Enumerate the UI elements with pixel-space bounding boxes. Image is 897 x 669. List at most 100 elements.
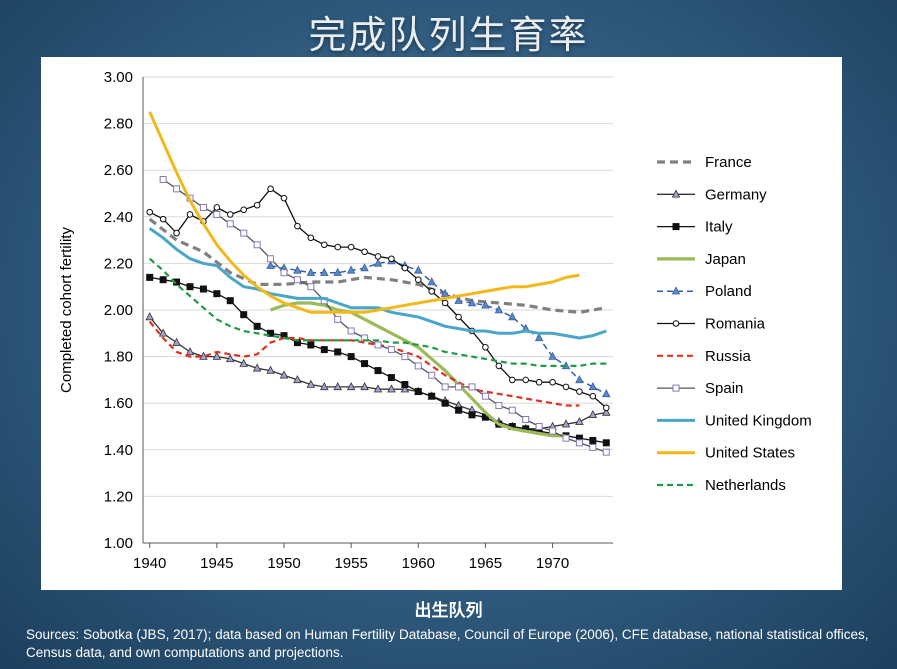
legend-item: Netherlands	[657, 477, 786, 494]
data-point	[522, 376, 530, 384]
data-point	[306, 267, 316, 276]
data-point	[602, 439, 610, 447]
series-romania	[146, 185, 610, 412]
data-point	[320, 241, 328, 249]
y-tick-label: 2.60	[104, 162, 133, 179]
data-point	[481, 300, 490, 309]
data-point	[320, 267, 329, 276]
data-point	[226, 354, 235, 363]
data-point	[240, 229, 248, 237]
data-point	[199, 203, 207, 211]
data-point	[441, 299, 449, 307]
series-line	[270, 301, 566, 438]
axes-layer: 1.00 1.20 1.40 1.60 1.80 2.00 2.20 2.40 2.60 2.80…	[58, 69, 613, 572]
data-point	[199, 285, 207, 293]
legend-label: Netherlands	[705, 477, 786, 494]
data-point	[588, 409, 598, 419]
data-point	[239, 358, 248, 367]
data-point	[549, 378, 556, 386]
data-point	[562, 383, 570, 391]
data-point	[361, 248, 368, 256]
data-point	[266, 365, 275, 374]
data-point	[374, 253, 382, 260]
data-point	[454, 295, 463, 304]
data-point	[173, 185, 181, 193]
data-point	[388, 255, 395, 263]
data-point	[347, 327, 355, 335]
data-point	[307, 341, 315, 349]
data-point	[414, 388, 422, 396]
data-point	[226, 220, 234, 228]
data-point	[240, 206, 248, 214]
data-point	[387, 374, 395, 382]
legend-item: Romania	[657, 316, 766, 333]
series-line	[148, 217, 607, 314]
data-point	[575, 375, 584, 384]
data-point	[508, 406, 516, 414]
data-point	[468, 411, 476, 419]
data-point	[146, 273, 154, 281]
y-axis-title: Completed cohort fertility	[58, 227, 75, 393]
y-tick-label: 1.80	[104, 349, 133, 366]
legend-label: Spain	[705, 380, 743, 397]
series-line	[148, 111, 580, 314]
chart-svg: 1.00 1.20 1.40 1.60 1.80 2.00 2.20 2.40 2.60 2.80…	[58, 69, 812, 572]
y-tick-label: 3.00	[104, 69, 133, 86]
data-point	[333, 382, 342, 391]
data-point	[535, 378, 543, 386]
data-point	[602, 448, 610, 456]
chart-panel: 1.00 1.20 1.40 1.60 1.80 2.00 2.20 2.40 2.60 2.80…	[41, 57, 842, 590]
data-point	[374, 341, 382, 349]
data-point	[374, 367, 382, 375]
data-point	[576, 388, 583, 395]
data-point	[401, 381, 409, 389]
data-point	[468, 383, 476, 391]
data-point	[186, 211, 194, 218]
data-point	[373, 258, 383, 267]
data-point	[495, 402, 503, 410]
data-point	[213, 204, 221, 211]
legend-label: Romania	[705, 316, 766, 333]
data-point	[280, 194, 288, 202]
data-point	[361, 360, 369, 368]
series-united-states	[148, 111, 580, 314]
data-point	[267, 185, 274, 193]
legend-item: Japan	[657, 251, 746, 268]
data-point	[172, 337, 181, 346]
y-tick-label: 2.00	[104, 302, 133, 319]
legend-item: Poland	[657, 283, 752, 300]
slide-title: 完成队列生育率	[308, 13, 589, 57]
legend-item: France	[657, 154, 752, 171]
y-tick-label: 1.40	[104, 442, 133, 459]
data-point	[307, 283, 315, 291]
data-point	[159, 176, 167, 184]
data-point	[495, 362, 503, 370]
data-point	[226, 297, 234, 305]
data-point	[360, 382, 369, 391]
data-point	[575, 439, 583, 447]
x-tick-label: 1965	[469, 555, 502, 572]
series-netherlands	[148, 257, 607, 367]
data-point	[213, 290, 221, 298]
data-point	[334, 315, 342, 323]
legend-label: France	[705, 154, 752, 171]
data-point	[158, 328, 168, 337]
y-tick-label: 2.80	[104, 116, 133, 133]
legend-label: Italy	[705, 219, 733, 236]
data-point	[334, 243, 342, 251]
data-point	[401, 264, 409, 272]
data-point	[293, 375, 302, 384]
data-point	[387, 346, 395, 354]
data-point	[306, 379, 316, 388]
data-point	[414, 362, 422, 370]
data-point	[267, 329, 275, 337]
legend-item: Spain	[657, 380, 743, 397]
data-point	[561, 419, 571, 428]
data-point	[185, 347, 195, 356]
legend-label: Russia	[705, 348, 752, 365]
legend-label: United States	[705, 445, 795, 462]
data-point	[589, 443, 597, 451]
data-point	[334, 348, 342, 356]
legend-item: Germany	[657, 186, 767, 203]
data-point	[414, 276, 422, 284]
